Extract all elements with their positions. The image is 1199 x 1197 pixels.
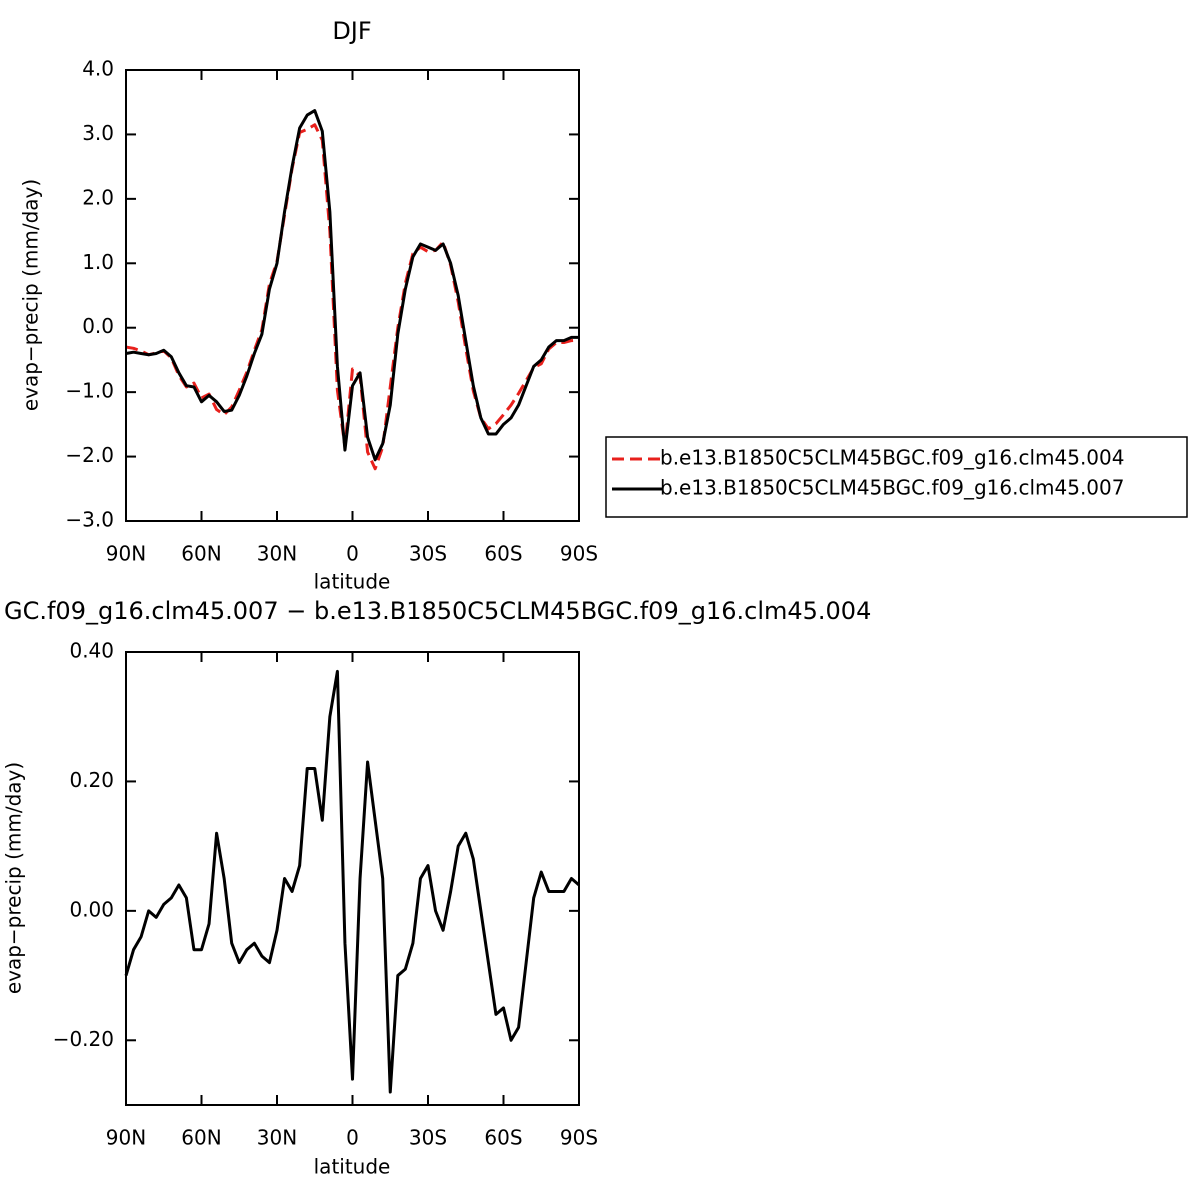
chart-title: DJF (332, 17, 371, 45)
x-tick-label: 30N (257, 1126, 297, 1150)
y-tick-label: −1.0 (65, 379, 114, 403)
chart-title: GC.f09_g16.clm45.007 − b.e13.B1850C5CLM4… (4, 597, 871, 625)
x-tick-label: 90S (560, 542, 598, 566)
y-tick-label: −3.0 (65, 508, 114, 532)
x-tick-label: 0 (346, 542, 359, 566)
x-tick-label: 30N (257, 542, 297, 566)
x-tick-label: 30S (409, 1126, 447, 1150)
legend-label: b.e13.B1850C5CLM45BGC.f09_g16.clm45.004 (660, 446, 1124, 470)
x-tick-label: 60N (181, 1126, 221, 1150)
x-axis-label: latitude (314, 1155, 391, 1179)
y-tick-label: 0.40 (69, 639, 114, 663)
x-tick-label: 0 (346, 1126, 359, 1150)
y-tick-label: −2.0 (65, 443, 114, 467)
plot-frame (125, 69, 580, 522)
data-line (125, 109, 579, 462)
y-tick-label: 0.0 (82, 314, 114, 338)
x-axis-label: latitude (314, 570, 391, 594)
x-tick-label: 60N (181, 542, 221, 566)
plot-frame (125, 651, 580, 1106)
x-tick-label: 30S (409, 542, 447, 566)
y-axis-label: evap−precip (mm/day) (2, 762, 26, 994)
y-tick-label: −0.20 (53, 1027, 114, 1051)
y-axis-label: evap−precip (mm/day) (19, 179, 43, 411)
x-tick-label: 60S (484, 1126, 522, 1150)
y-tick-label: 1.0 (82, 250, 114, 274)
y-tick-label: 0.20 (69, 768, 114, 792)
y-tick-label: 0.00 (69, 897, 114, 921)
y-tick-label: 2.0 (82, 185, 114, 209)
y-tick-label: 4.0 (82, 57, 114, 81)
x-tick-label: 90N (106, 1126, 146, 1150)
x-tick-label: 90S (560, 1126, 598, 1150)
data-line (124, 669, 580, 1094)
y-tick-label: 3.0 (82, 121, 114, 145)
legend-label: b.e13.B1850C5CLM45BGC.f09_g16.clm45.007 (660, 476, 1124, 500)
legend-box (605, 436, 1188, 518)
x-tick-label: 60S (484, 542, 522, 566)
data-line (125, 123, 580, 471)
x-tick-label: 90N (106, 542, 146, 566)
